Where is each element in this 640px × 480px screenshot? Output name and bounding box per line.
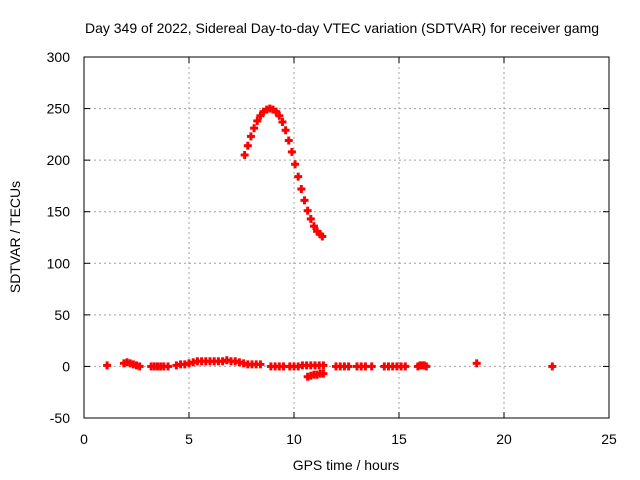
data-point — [344, 362, 353, 371]
data-point — [135, 362, 144, 371]
data-point — [256, 360, 265, 369]
data-point — [275, 111, 284, 120]
data-point — [250, 124, 259, 133]
data-points — [103, 104, 557, 381]
data-point — [548, 362, 557, 371]
x-tick-label: 5 — [185, 431, 193, 447]
plot-frame — [83, 56, 610, 419]
y-tick-label: 250 — [47, 101, 71, 117]
data-point — [103, 361, 112, 370]
data-point — [243, 141, 252, 150]
data-point — [306, 214, 315, 223]
x-axis-label: GPS time / hours — [293, 457, 400, 473]
data-point — [291, 160, 300, 169]
data-point — [246, 132, 255, 141]
y-axis-label: SDTVAR / TECUs — [7, 181, 23, 293]
x-tick-label: 20 — [496, 431, 512, 447]
data-point — [278, 117, 287, 126]
data-point — [319, 361, 328, 370]
x-tick-label: 10 — [286, 431, 302, 447]
data-point — [164, 362, 172, 371]
data-point — [284, 136, 293, 145]
data-point — [319, 369, 328, 378]
tick-layer: 0 5 10 15 20 25 -50 0 50 100 150 200 250 300 — [47, 49, 617, 447]
data-point — [367, 362, 376, 371]
x-tick-label: 15 — [391, 431, 407, 447]
data-point — [401, 362, 410, 371]
data-point — [318, 232, 327, 241]
grid-layer — [84, 57, 609, 418]
y-tick-label: -50 — [50, 410, 70, 426]
data-point — [472, 359, 481, 368]
data-point — [303, 206, 312, 215]
data-point — [297, 185, 306, 194]
data-point — [300, 196, 309, 205]
y-tick-label: 0 — [62, 358, 70, 374]
chart-title: Day 349 of 2022, Sidereal Day-to-day VTE… — [85, 20, 599, 36]
y-tick-label: 50 — [54, 307, 70, 323]
data-point — [422, 362, 431, 371]
y-tick-label: 150 — [47, 204, 71, 220]
data-point — [287, 147, 296, 156]
y-tick-label: 200 — [47, 152, 71, 168]
data-point — [294, 172, 303, 181]
data-point — [253, 116, 262, 125]
data-point — [240, 150, 249, 159]
data-point — [309, 222, 318, 231]
x-tick-label: 25 — [601, 431, 617, 447]
x-tick-label: 0 — [80, 431, 88, 447]
data-point — [281, 126, 290, 135]
y-tick-label: 300 — [47, 49, 71, 65]
y-tick-label: 100 — [47, 255, 71, 271]
